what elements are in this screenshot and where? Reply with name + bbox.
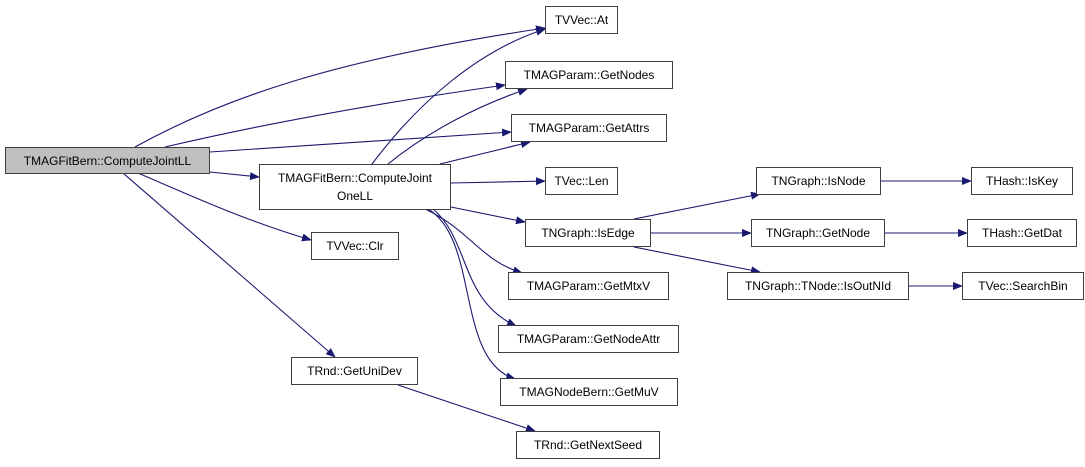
- node-label: TNGraph::GetNode: [765, 226, 871, 240]
- node-is-node[interactable]: TNGraph::IsNode: [756, 167, 881, 195]
- edge-compute-joint-ll-to-get-attrs: [209, 128, 512, 153]
- edge-compute-joint-one-ll-to-get-nodes: [387, 88, 528, 165]
- node-compute-joint-ll[interactable]: TMAGFitBern::ComputeJointLL: [5, 147, 210, 174]
- node-get-muv[interactable]: TMAGNodeBern::GetMuV: [500, 378, 678, 406]
- node-tvvec-at[interactable]: TVVec::At: [545, 6, 618, 34]
- node-get-node[interactable]: TNGraph::GetNode: [751, 219, 885, 247]
- node-tvvec-clr[interactable]: TVVec::Clr: [311, 232, 399, 260]
- node-label: TNGraph::IsNode: [771, 174, 866, 188]
- edge-compute-joint-ll-to-compute-joint-one-ll: [209, 171, 260, 181]
- node-label: TVec::Len: [554, 174, 609, 188]
- edge-compute-joint-one-ll-to-get-attrs: [439, 140, 531, 165]
- edge-compute-joint-one-ll-to-tvec-len: [450, 177, 546, 186]
- node-get-uni-dev[interactable]: TRnd::GetUniDev: [291, 357, 418, 385]
- node-label: THash::IsKey: [985, 174, 1059, 188]
- node-label: TRnd::GetNextSeed: [533, 438, 643, 452]
- edge-compute-joint-ll-to-get-nodes: [164, 82, 506, 148]
- node-label: TMAGParam::GetNodeAttr: [516, 332, 661, 346]
- edge-is-edge-to-is-out-nid: [633, 246, 761, 275]
- node-label: TMAGFitBern::ComputeJoint OneLL: [277, 171, 433, 203]
- edge-get-uni-dev-to-get-next-seed: [397, 384, 536, 432]
- node-label: TMAGNodeBern::GetMuV: [519, 385, 659, 399]
- edge-compute-joint-one-ll-to-get-node-attr: [432, 208, 517, 327]
- node-tvec-len[interactable]: TVec::Len: [545, 167, 618, 195]
- node-get-attrs[interactable]: TMAGParam::GetAttrs: [511, 114, 667, 142]
- node-label: THash::GetDat: [981, 226, 1063, 240]
- node-label: TNGraph::TNode::IsOutNId: [744, 279, 892, 293]
- node-get-node-attr[interactable]: TMAGParam::GetNodeAttr: [498, 325, 679, 353]
- node-get-nodes[interactable]: TMAGParam::GetNodes: [505, 61, 673, 89]
- node-label: TMAGParam::GetAttrs: [528, 121, 650, 135]
- edge-compute-joint-ll-to-tvvec-clr: [137, 172, 312, 242]
- node-label: TVVec::Clr: [326, 239, 384, 253]
- node-is-edge[interactable]: TNGraph::IsEdge: [525, 219, 651, 247]
- edge-compute-joint-ll-to-get-uni-dev: [122, 172, 336, 358]
- edge-compute-joint-one-ll-to-get-muv: [427, 208, 516, 381]
- edge-is-edge-to-is-node: [633, 191, 761, 220]
- node-get-mtxv[interactable]: TMAGParam::GetMtxV: [508, 272, 669, 300]
- node-label: TMAGFitBern::ComputeJointLL: [23, 153, 192, 168]
- node-compute-joint-one-ll[interactable]: TMAGFitBern::ComputeJoint OneLL: [259, 164, 451, 210]
- node-label: TVVec::At: [554, 13, 609, 27]
- node-get-next-seed[interactable]: TRnd::GetNextSeed: [516, 431, 660, 459]
- node-label: TMAGParam::GetMtxV: [526, 279, 651, 293]
- edge-compute-joint-one-ll-to-tvvec-at: [371, 27, 546, 165]
- edge-compute-joint-one-ll-to-is-edge: [450, 206, 526, 225]
- node-is-key[interactable]: THash::IsKey: [971, 167, 1073, 195]
- node-search-bin[interactable]: TVec::SearchBin: [962, 272, 1084, 300]
- edge-compute-joint-ll-to-tvvec-at: [134, 25, 546, 148]
- node-label: TNGraph::IsEdge: [541, 226, 635, 240]
- node-get-dat[interactable]: THash::GetDat: [967, 219, 1077, 247]
- edge-compute-joint-one-ll-to-get-mtxv: [424, 208, 523, 275]
- node-label: TMAGParam::GetNodes: [523, 68, 655, 82]
- node-is-out-nid[interactable]: TNGraph::TNode::IsOutNId: [727, 272, 909, 300]
- node-label: TRnd::GetUniDev: [307, 364, 402, 378]
- node-label: TVec::SearchBin: [978, 279, 1068, 293]
